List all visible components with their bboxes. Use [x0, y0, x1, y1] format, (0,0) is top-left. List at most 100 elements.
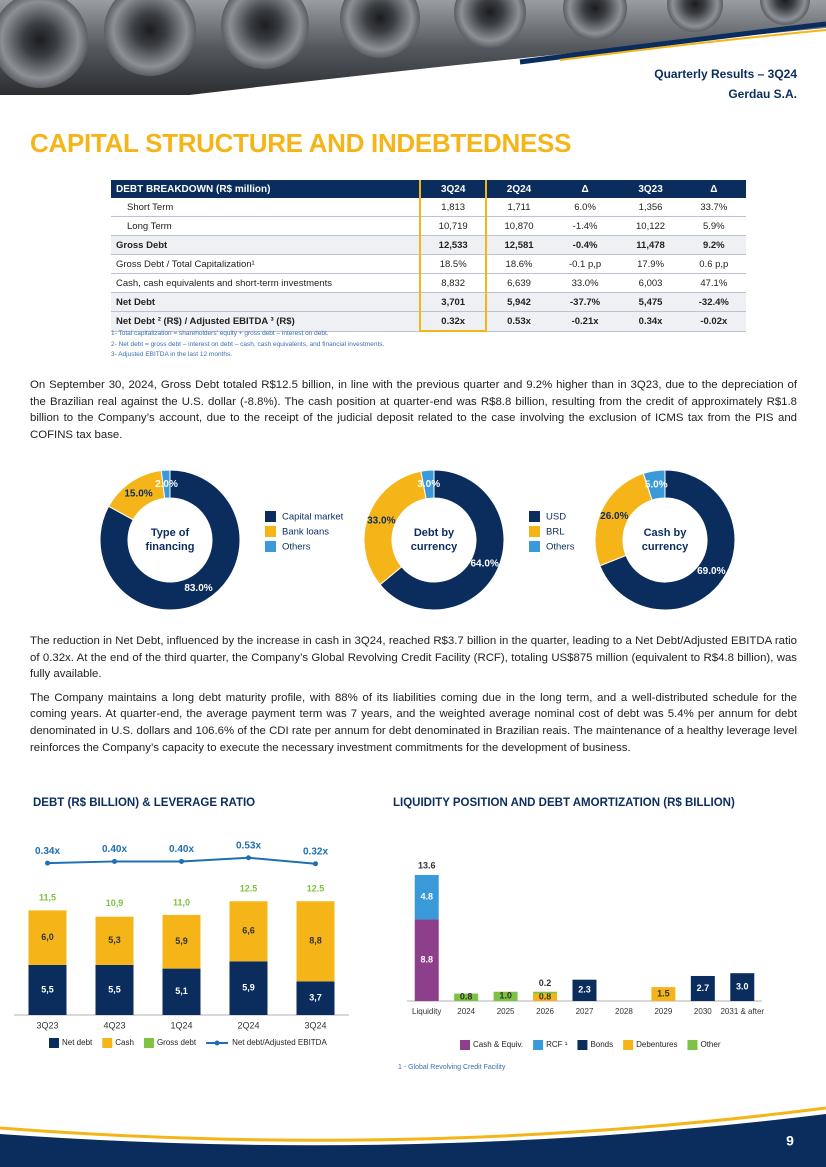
table-cell: -0.21x — [550, 311, 620, 332]
table-cell: Short Term — [111, 198, 420, 217]
bar-segment — [28, 910, 67, 965]
bar-label: 2.3 — [578, 985, 591, 995]
table-cell: 1,711 — [486, 198, 551, 217]
total-label: 11,0 — [173, 897, 190, 907]
table-cell: 0.53x — [486, 311, 551, 332]
line-point — [112, 858, 117, 864]
legend-label: Others — [546, 542, 575, 553]
legend-swatch — [577, 1040, 588, 1050]
legend-label: Other — [700, 1040, 720, 1049]
table-cell: 1,356 — [619, 198, 682, 217]
paragraph: The reduction in Net Debt, influenced by… — [30, 635, 797, 681]
table-cell: 12,581 — [486, 235, 551, 255]
x-tick-label: Liquidity — [412, 1007, 441, 1016]
x-tick-label: 2030 — [694, 1007, 712, 1016]
table-row: Gross Debt / Total Capitalization¹ 18.5% 1… — [111, 254, 746, 274]
bar-label: 2.7 — [697, 983, 710, 993]
legend-swatch — [529, 526, 540, 537]
total-label: 12.5 — [307, 884, 325, 894]
header-accent-yellow — [559, 29, 826, 61]
donut-center-label: Debt by — [414, 527, 455, 539]
table-cell: 0.32x — [418, 311, 488, 332]
bar-segment — [414, 874, 439, 920]
line-point — [45, 860, 50, 866]
company-name: Gerdau S.A. — [728, 87, 797, 101]
donut-label: 33.0% — [367, 516, 395, 527]
bar-label: 6,6 — [242, 926, 255, 936]
bar-label: 5,5 — [108, 984, 121, 994]
table-cell: 8,832 — [418, 273, 488, 293]
paragraph: The Company maintains a long debt maturi… — [30, 691, 797, 754]
bar-label: 4.8 — [420, 892, 433, 902]
legend-swatch — [49, 1038, 59, 1048]
legend-label: Capital market — [282, 512, 344, 523]
donut-label: 26.0% — [600, 511, 628, 522]
table-cell: 47.1% — [681, 273, 746, 293]
table-footnote: 3- Adjusted EBITDA in the last 12 months… — [111, 351, 233, 358]
legend-swatch — [623, 1040, 634, 1050]
table-row: Short Term 1,813 1,711 6.0% 1,356 33.7% — [111, 198, 746, 217]
table-cell: -37.7% — [550, 292, 620, 312]
table-header-cell: 2Q24 — [486, 180, 551, 198]
x-tick-label: 2025 — [497, 1007, 515, 1016]
table-row: Long Term 10,719 10,870 -1.4% 10,122 5.9% — [111, 216, 746, 236]
bar-label: 3.0 — [736, 981, 749, 991]
x-tick-label: 2024 — [457, 1007, 475, 1016]
donut-label: 3.0% — [417, 479, 440, 490]
table-cell: -1.4% — [550, 216, 620, 236]
x-tick-label: 2031 & after — [720, 1007, 764, 1016]
bar-segment — [95, 916, 134, 965]
donut-segment — [420, 469, 435, 500]
bar-segment — [28, 964, 67, 1015]
table-cell: 5,475 — [619, 292, 682, 312]
legend-swatch — [460, 1040, 470, 1050]
table-cell: 33.7% — [681, 198, 746, 217]
line-point — [179, 858, 184, 864]
bar-label: 0.2 — [539, 978, 552, 988]
steel-coils — [0, 0, 810, 88]
table-row: Net Debt ² (R$) / Adjusted EBITDA ³ (R$)… — [111, 311, 746, 332]
legend-label: Others — [282, 542, 311, 553]
paragraph: On September 30, 2024, Gross Debt totale… — [30, 379, 797, 441]
donut-segment — [599, 469, 736, 611]
table-row: Cash, cash equivalents and short-term in… — [111, 273, 746, 293]
table-cell: Net Debt ² (R$) / Adjusted EBITDA ³ (R$) — [111, 311, 420, 332]
line-label: 0.40x — [102, 844, 127, 855]
donut-label: 5.0% — [645, 479, 668, 490]
chart-title: LIQUIDITY POSITION AND DEBT AMORTIZATION… — [393, 797, 735, 809]
table-header-cell: 3Q23 — [619, 180, 682, 198]
text-block: The reduction in Net Debt, influenced by… — [30, 633, 797, 763]
bar-segment — [533, 991, 558, 994]
footer-accent — [0, 1106, 826, 1142]
legend-swatch — [529, 511, 540, 522]
x-tick-label: 2Q24 — [237, 1020, 259, 1030]
section-title: CAPITAL STRUCTURE AND INDEBTEDNESS — [30, 128, 572, 158]
table-cell: Cash, cash equivalents and short-term in… — [111, 273, 420, 293]
legend-swatch — [214, 1040, 220, 1046]
legend-swatch — [687, 1040, 698, 1050]
bar-segment — [454, 993, 479, 1001]
legend-swatch — [143, 1038, 154, 1048]
bar-segment — [229, 961, 268, 1015]
table-cell: -0.02x — [681, 311, 746, 332]
table-cell: 11,478 — [619, 235, 682, 255]
total-label: 10,9 — [106, 898, 124, 908]
table-cell: 33.0% — [550, 273, 620, 293]
table-cell: -0.4% — [550, 235, 620, 255]
table-cell: -32.4% — [681, 292, 746, 312]
line-label: 0.40x — [169, 844, 194, 855]
chart-title: DEBT (R$ BILLION) & LEVERAGE RATIO — [33, 797, 255, 809]
donut-label: 2.0% — [155, 479, 178, 490]
bar-label: 5,9 — [242, 983, 255, 993]
bar-label: 6,0 — [41, 932, 54, 942]
donut-segment — [99, 469, 241, 611]
table-header-cell: Δ — [681, 180, 746, 198]
legend-swatch — [265, 541, 276, 552]
table-cell: 17.9% — [619, 254, 682, 274]
donut-center-label: Type of — [151, 527, 190, 539]
bar-label: 0.8 — [539, 992, 552, 1002]
table-cell: Gross Debt / Total Capitalization¹ — [111, 254, 420, 274]
x-tick-label: 1Q24 — [170, 1020, 192, 1030]
bar-segment — [296, 981, 335, 1015]
